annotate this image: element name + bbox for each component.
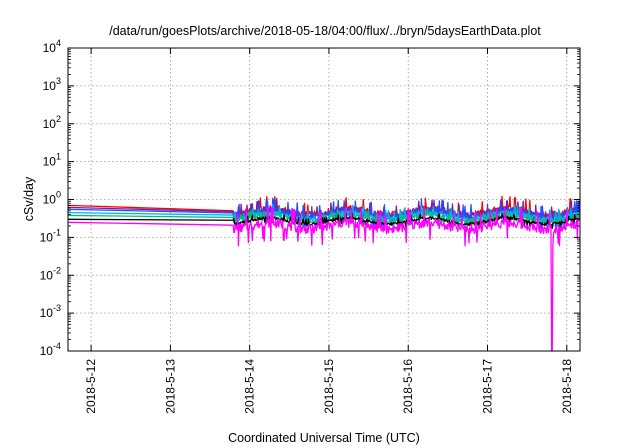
y-axis-ticks: 10-4 10-3 10-2 10-1 100 101 102 103 104 (40, 38, 580, 358)
y-tick-label: 100 (43, 190, 61, 207)
y-tick-label: 103 (43, 76, 61, 93)
series-line (67, 205, 581, 352)
y-tick-label: 104 (43, 38, 61, 55)
chart-title: /data/run/goesPlots/archive/2018-05-18/0… (109, 24, 541, 38)
x-axis-label: Coordinated Universal Time (UTC) (228, 431, 420, 445)
x-tick-label: 2018-5-12 (84, 359, 98, 414)
data-series (67, 195, 581, 352)
y-tick-label: 10-1 (40, 227, 61, 244)
x-tick-label: 2018-5-14 (243, 359, 257, 414)
y-tick-label: 10-2 (40, 265, 61, 282)
y-tick-label: 10-3 (40, 303, 61, 320)
y-tick-label: 10-4 (40, 341, 61, 358)
grid-lines (68, 48, 580, 351)
x-tick-label: 2018-5-16 (401, 359, 415, 414)
x-axis-ticks: 2018-5-12 2018-5-13 2018-5-14 2018-5-15 2018… (84, 48, 574, 414)
x-tick-label: 2018-5-18 (560, 359, 574, 414)
x-tick-label: 2018-5-17 (481, 359, 495, 414)
y-tick-label: 102 (43, 114, 61, 131)
x-tick-label: 2018-5-15 (322, 359, 336, 414)
y-axis-label: cSv/day (22, 176, 36, 221)
x-tick-label: 2018-5-13 (163, 359, 177, 414)
y-tick-label: 101 (43, 152, 61, 169)
